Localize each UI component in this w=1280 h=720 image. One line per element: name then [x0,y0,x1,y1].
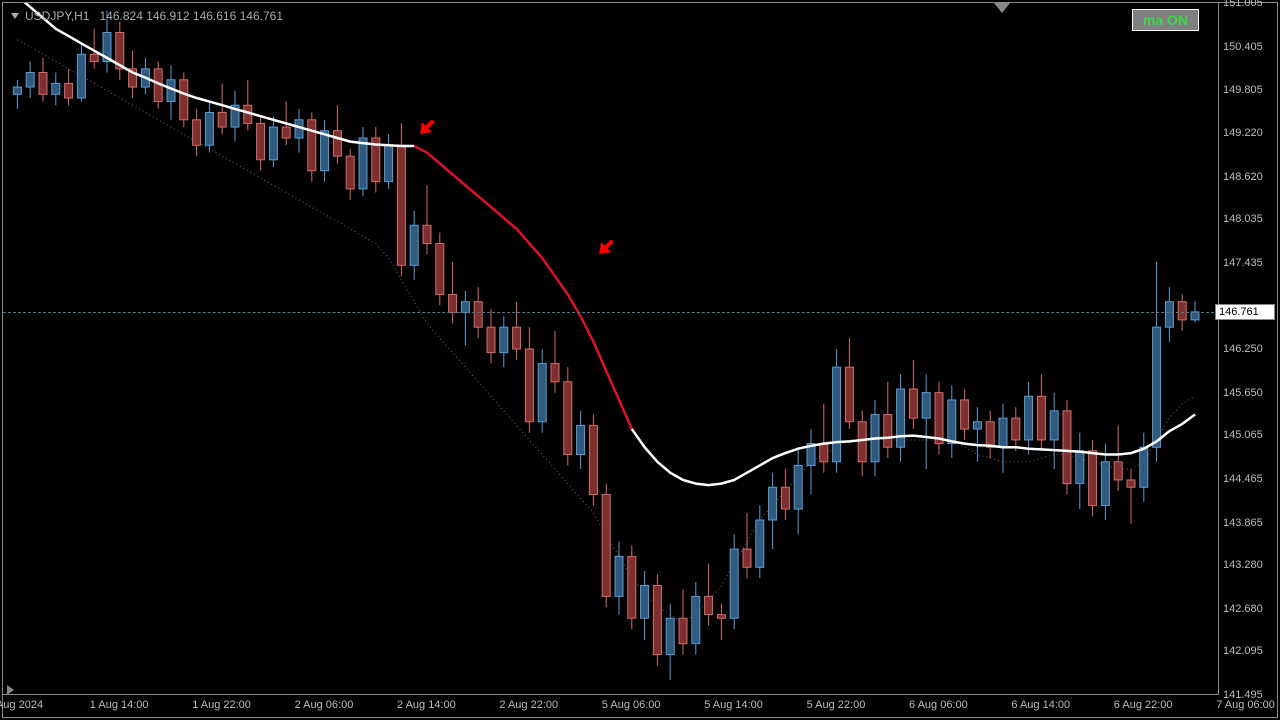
x-tick-label: 2 Aug 06:00 [295,699,354,711]
y-tick-label: 142.680 [1223,603,1263,615]
x-tick-label: 7 Aug 06:00 [1216,699,1275,711]
x-tick-label: 1 Aug 2024 [0,699,43,711]
chart-header: USDJPY,H1 146.824 146.912 146.616 146.76… [11,9,283,23]
ohlc-label: 146.824 146.912 146.616 146.761 [99,9,283,23]
x-tick-label: 2 Aug 22:00 [499,699,558,711]
y-tick-label: 151.005 [1223,0,1263,9]
x-tick-label: 2 Aug 14:00 [397,699,456,711]
x-tick-label: 5 Aug 06:00 [602,699,661,711]
y-tick-label: 147.435 [1223,257,1263,269]
y-tick-label: 149.220 [1223,127,1263,139]
y-tick-label: 148.620 [1223,171,1263,183]
chart-window[interactable]: USDJPY,H1 146.824 146.912 146.616 146.76… [2,2,1278,718]
y-tick-label: 145.650 [1223,387,1263,399]
chart-plot-area[interactable] [3,3,1219,695]
y-tick-label: 148.035 [1223,213,1263,225]
symbol-label: USDJPY,H1 [25,9,89,23]
current-price-line [3,312,1219,313]
x-tick-label: 5 Aug 22:00 [807,699,866,711]
y-tick-label: 144.465 [1223,473,1263,485]
y-axis: 151.005 150.405 149.805 149.220 148.620 148.0… [1218,3,1277,695]
x-tick-label: 1 Aug 14:00 [90,699,149,711]
y-tick-label: 145.065 [1223,429,1263,441]
y-tick-label: 146.250 [1223,343,1263,355]
ma-badge-label: ma ON [1143,12,1188,28]
x-tick-label: 6 Aug 22:00 [1114,699,1173,711]
x-tick-label: 1 Aug 22:00 [192,699,251,711]
candlestick-svg [3,3,1219,695]
y-tick-label: 143.865 [1223,517,1263,529]
x-tick-label: 6 Aug 14:00 [1011,699,1070,711]
y-tick-label: 150.405 [1223,41,1263,53]
y-tick-label: 143.280 [1223,559,1263,571]
x-tick-label: 6 Aug 06:00 [909,699,968,711]
current-price-tag: 146.761 [1215,304,1275,320]
y-tick-label: 149.805 [1223,84,1263,96]
ma-indicator-badge[interactable]: ma ON [1132,9,1199,31]
y-tick-label: 142.095 [1223,645,1263,657]
x-axis: 1 Aug 2024 1 Aug 14:00 1 Aug 22:00 2 Aug 06… [3,694,1219,717]
x-tick-label: 5 Aug 14:00 [704,699,763,711]
chevron-down-icon[interactable] [11,13,19,19]
